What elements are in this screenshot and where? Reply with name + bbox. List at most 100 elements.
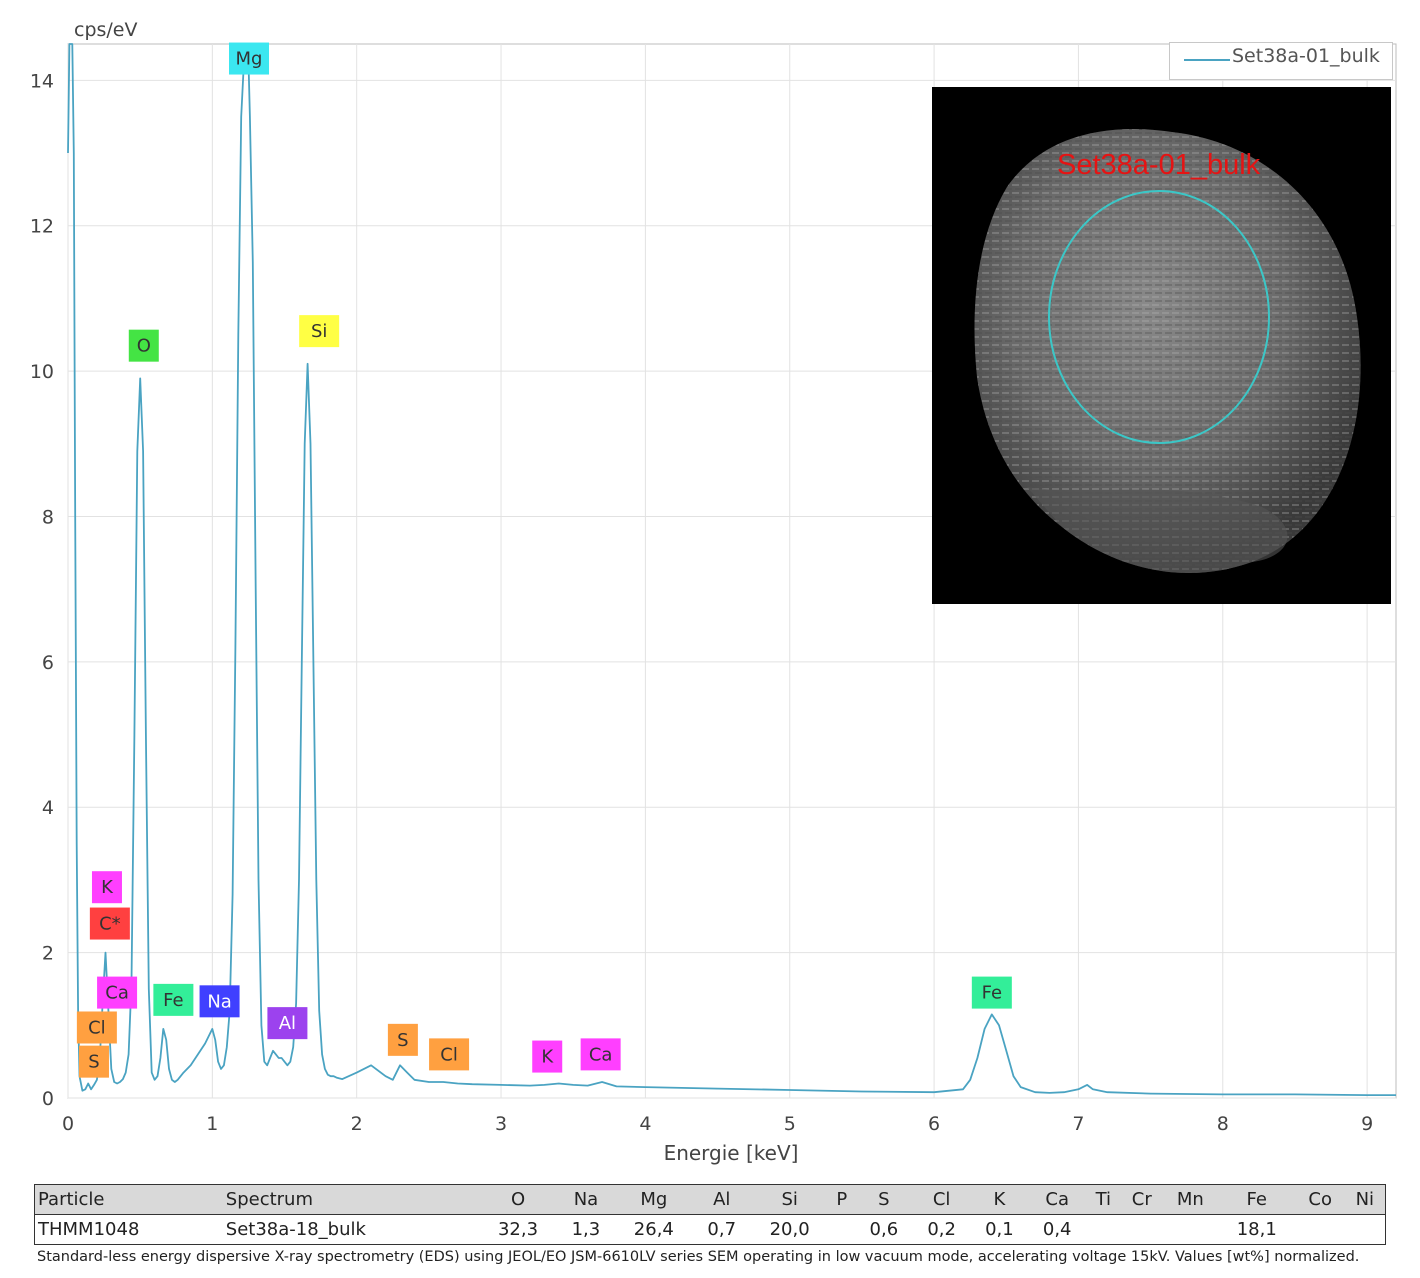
y-tick-label: 12 (30, 216, 54, 238)
peak-label-box (91, 871, 122, 904)
peak-label-box (429, 1038, 470, 1071)
column-header-mn: Mn (1162, 1184, 1218, 1215)
peak-label-box (532, 1040, 563, 1073)
peak-label-text: Fe (982, 983, 1002, 1004)
table-cell: 0,2 (912, 1214, 971, 1245)
peak-label-c-star: C* (89, 907, 130, 940)
column-header-na: Na (557, 1184, 615, 1215)
peak-label-text: Mg (236, 49, 263, 70)
inset-spectrum-label: Set38a-01_bulk (1057, 149, 1261, 181)
table-cell: 0,1 (970, 1214, 1029, 1245)
x-tick-label: 4 (639, 1113, 651, 1135)
table-header-row: Particle Spectrum O Na Mg Al Si P S Cl K Ca Ti Cr Mn Fe… (33, 1184, 1386, 1215)
series-line-0 (67, 43, 1396, 1096)
peak-label-fe: Fe (971, 976, 1012, 1009)
table-cell: Set38a-18_bulk (223, 1214, 480, 1245)
column-header-ti: Ti (1086, 1184, 1121, 1215)
table-cell: 1,3 (557, 1214, 615, 1245)
peak-label-box (97, 976, 138, 1009)
x-tick-label: 9 (1361, 1113, 1373, 1135)
y-tick-label: 2 (42, 943, 54, 965)
x-tick-label: 3 (495, 1113, 507, 1135)
peak-label-text: Fe (163, 990, 183, 1011)
y-tick-label: 6 (42, 652, 54, 674)
peak-label-text: Cl (440, 1044, 458, 1065)
y-tick-label: 0 (42, 1088, 54, 1110)
table-row: THMM1048 Set38a-18_bulk 32,3 1,3 26,4 0,7 20,0… (33, 1214, 1386, 1245)
x-tick-label: 6 (928, 1113, 940, 1135)
column-header-p: P (828, 1184, 855, 1215)
table-cell (1120, 1214, 1163, 1245)
table-cell: 0,7 (692, 1214, 751, 1245)
peak-label-text: Ca (589, 1044, 613, 1065)
column-header-spectrum: Spectrum (223, 1184, 480, 1215)
y-tick-label: 10 (30, 361, 54, 383)
y-axis-label: cps/eV (74, 19, 138, 41)
column-header-cr: Cr (1120, 1184, 1163, 1215)
peak-label-text: K (101, 877, 114, 898)
column-header-particle: Particle (33, 1184, 224, 1215)
peak-label-s: S (387, 1023, 418, 1056)
x-tick-label: 5 (784, 1113, 796, 1135)
x-tick-label: 8 (1217, 1113, 1229, 1135)
column-header-fe: Fe (1217, 1184, 1296, 1215)
column-header-k: K (970, 1184, 1029, 1215)
composition-table: Particle Spectrum O Na Mg Al Si P S Cl K Ca Ti Cr Mn Fe… (33, 1184, 1386, 1245)
peak-label-text: O (137, 336, 151, 357)
sem-image-inset: Set38a-01_bulk (932, 87, 1391, 604)
peak-label-box (299, 315, 340, 348)
peak-label-o: O (128, 329, 159, 362)
peak-label-ca: Ca (97, 976, 138, 1009)
peak-label-text: C* (99, 914, 121, 935)
table-cell: 26,4 (614, 1214, 693, 1245)
column-header-ca: Ca (1028, 1184, 1087, 1215)
peak-label-text: Al (279, 1013, 296, 1034)
peak-label-text: Na (207, 991, 232, 1012)
peak-label-k: K (91, 871, 122, 904)
peak-label-box (387, 1023, 418, 1056)
table-cell (1162, 1214, 1218, 1245)
table-cell: THMM1048 (33, 1214, 224, 1245)
peak-label-al: Al (267, 1007, 308, 1040)
column-header-mg: Mg (614, 1184, 693, 1215)
peak-label-text: Ca (105, 983, 129, 1004)
peak-label-cl: Cl (429, 1038, 470, 1071)
column-header-s: S (854, 1184, 913, 1215)
column-header-co: Co (1295, 1184, 1345, 1215)
table-cell (828, 1214, 855, 1245)
analysis-region (1048, 190, 1270, 444)
peak-label-s: S (78, 1045, 109, 1078)
column-header-cl: Cl (912, 1184, 971, 1215)
sem-particle-image (974, 129, 1361, 574)
peak-label-fe: Fe (153, 983, 194, 1016)
peak-label-text: S (397, 1030, 408, 1051)
particle-lower-facet (1027, 487, 1288, 574)
peak-label-box (76, 1011, 117, 1044)
table-cell (1086, 1214, 1121, 1245)
series-layer (67, 43, 1396, 1096)
y-tick-label: 14 (30, 70, 54, 92)
peak-label-cl: Cl (76, 1011, 117, 1044)
peak-label-box (128, 329, 159, 362)
peak-label-box (89, 907, 130, 940)
chart-legend: Set38a-01_bulk (1169, 42, 1393, 80)
peak-label-text: K (541, 1047, 554, 1068)
table-cell (1344, 1214, 1386, 1245)
table-cell: 0,4 (1028, 1214, 1087, 1245)
peak-label-k: K (532, 1040, 563, 1073)
table-cell: 0,6 (854, 1214, 913, 1245)
x-tick-label: 7 (1072, 1113, 1084, 1135)
x-axis-label: Energie [keV] (664, 1141, 799, 1165)
figure-caption: Standard-less energy dispersive X-ray sp… (37, 1249, 1360, 1265)
table-body: THMM1048 Set38a-18_bulk 32,3 1,3 26,4 0,7 20,0… (33, 1214, 1386, 1245)
peak-label-mg: Mg (229, 42, 270, 75)
table-cell: 20,0 (750, 1214, 829, 1245)
x-tick-label: 0 (62, 1113, 74, 1135)
peak-label-box (580, 1038, 621, 1071)
peak-label-si: Si (299, 315, 340, 348)
column-header-o: O (479, 1184, 558, 1215)
column-header-al: Al (692, 1184, 751, 1215)
legend-series-name: Set38a-01_bulk (1232, 45, 1380, 67)
y-tick-label: 4 (42, 797, 54, 819)
